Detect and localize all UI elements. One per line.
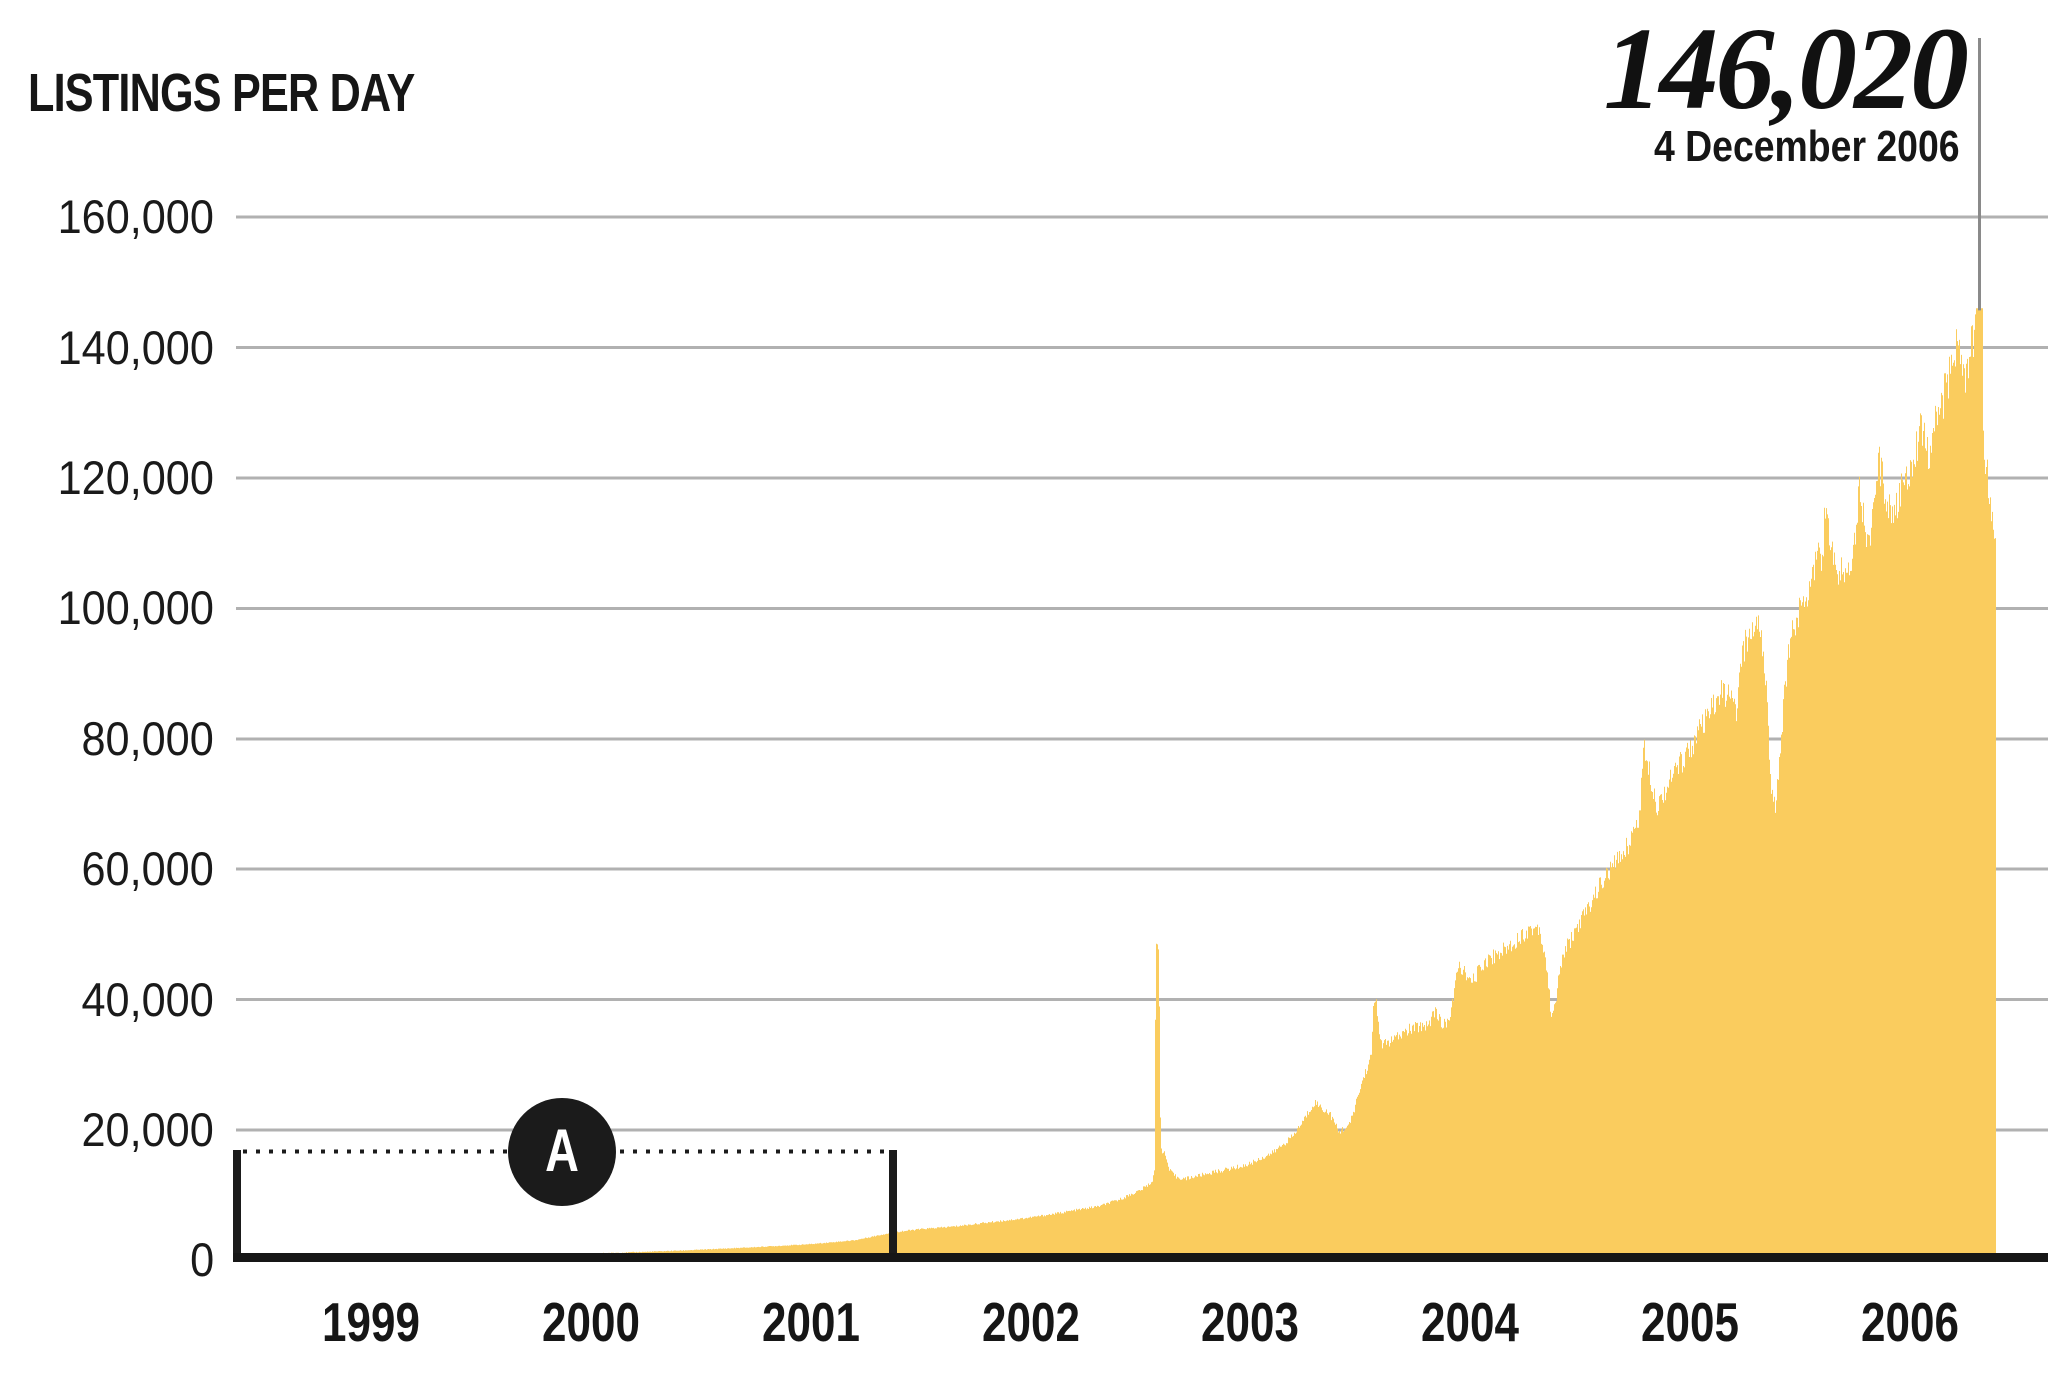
x-tick-label-2005: 2005: [1641, 1291, 1740, 1353]
x-tick-label-2004: 2004: [1421, 1291, 1520, 1353]
y-tick-label-0: 0: [189, 1233, 214, 1287]
chart-title: LISTINGS PER DAY: [28, 63, 415, 123]
listings-area-series: [285, 308, 1996, 1259]
annotation-a-letter: A: [545, 1117, 579, 1184]
callout-date: 4 December 2006: [1654, 122, 1960, 171]
y-tick-label-60000: 60,000: [81, 842, 214, 896]
y-tick-label-120000: 120,000: [57, 451, 214, 504]
annotation-a-marker: A: [508, 1098, 616, 1206]
x-axis-baseline: [233, 1253, 2048, 1262]
y-tick-label-80000: 80,000: [81, 711, 214, 765]
annotation-bracket: [233, 1149, 897, 1256]
x-tick-label-2003: 2003: [1201, 1291, 1300, 1353]
y-tick-label-160000: 160,000: [57, 190, 214, 244]
bracket-right-edge: [889, 1150, 897, 1256]
x-tick-label-1999: 1999: [322, 1291, 420, 1353]
y-tick-label-100000: 100,000: [57, 581, 214, 635]
x-tick-label-2006: 2006: [1861, 1291, 1959, 1353]
y-tick-label-140000: 140,000: [57, 320, 214, 374]
callout-value: 146,020: [1603, 3, 1969, 134]
gridlines: [236, 215, 2048, 1132]
x-tick-label-2000: 2000: [541, 1291, 640, 1353]
bracket-left-edge: [233, 1150, 241, 1256]
x-tick-label-2002: 2002: [981, 1291, 1080, 1353]
y-tick-label-20000: 20,000: [81, 1103, 214, 1156]
x-tick-label-2001: 2001: [761, 1291, 860, 1353]
y-tick-label-40000: 40,000: [81, 972, 214, 1026]
